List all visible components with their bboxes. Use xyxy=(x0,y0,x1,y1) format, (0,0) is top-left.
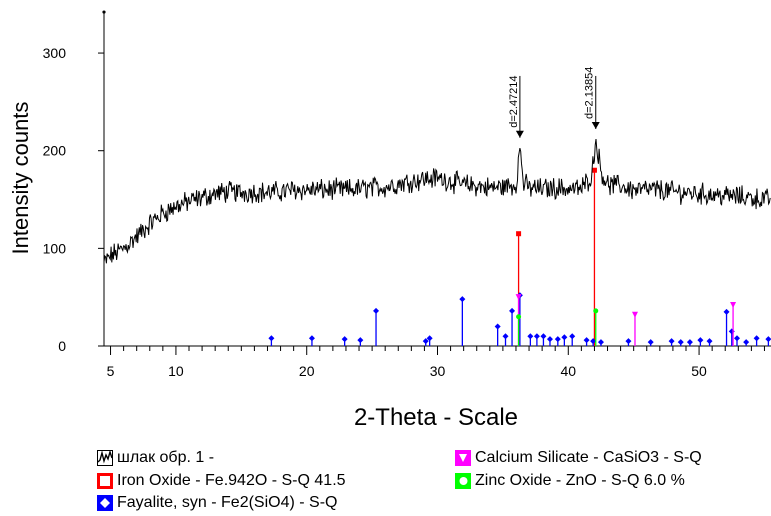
x-tick-label: 40 xyxy=(560,363,576,379)
y-tick-label: 0 xyxy=(58,338,66,354)
stick-marker xyxy=(268,335,275,342)
stick-marker xyxy=(697,337,704,344)
stick-marker xyxy=(516,314,522,320)
axes: 0 100 200 300 5 10 20 30 40 50 xyxy=(43,14,771,379)
stick-marker xyxy=(422,338,429,345)
stick-marker xyxy=(502,333,509,340)
stick-marker xyxy=(533,333,540,340)
stick-marker xyxy=(590,338,597,345)
reference-sticks xyxy=(268,167,771,346)
stick-marker xyxy=(733,335,740,342)
diffraction-pattern xyxy=(102,10,771,264)
stick-marker xyxy=(677,339,684,346)
stick-marker xyxy=(527,333,534,340)
peak-label: d=2.47214 xyxy=(508,75,520,127)
stick-marker xyxy=(686,339,693,346)
stick-marker xyxy=(459,296,466,303)
stick-marker xyxy=(753,335,760,342)
stick-marker xyxy=(308,335,315,342)
legend-label: Calcium Silicate - CaSiO3 - S-Q xyxy=(475,449,702,466)
stick-marker xyxy=(515,294,522,301)
stick-marker xyxy=(728,328,735,335)
stick-marker xyxy=(597,339,604,346)
green-circle-icon xyxy=(455,473,471,489)
stick-marker xyxy=(743,339,750,346)
stick-marker xyxy=(647,339,654,346)
x-tick-label: 50 xyxy=(691,363,707,379)
stick-marker xyxy=(426,335,433,342)
x-tick-label: 10 xyxy=(168,363,184,379)
x-tick-label: 30 xyxy=(430,363,446,379)
xrd-chart: 0 100 200 300 5 10 20 30 40 50 d=2.47214 d=2.13854… xyxy=(8,10,771,431)
y-tick-label: 300 xyxy=(43,45,67,61)
pattern-wave-icon xyxy=(97,449,113,466)
legend-item-iron-oxide: Iron Oxide - Fe.942O - S-Q 41.5 xyxy=(97,472,346,490)
stick-marker xyxy=(540,333,547,340)
x-axis-label: 2-Theta - Scale xyxy=(354,404,518,431)
legend-label: Fayalite, syn - Fe2(SiO4) - S-Q xyxy=(117,494,338,511)
y-axis-label: Intensity counts xyxy=(8,102,33,255)
stick-marker xyxy=(723,308,730,315)
stick-marker xyxy=(591,167,597,173)
legend-label: шлак обр. 1 - xyxy=(117,449,215,466)
stick-marker xyxy=(765,336,771,343)
legend-label: Iron Oxide - Fe.942O - S-Q 41.5 xyxy=(117,472,346,489)
legend-item-calcium-silicate: Calcium Silicate - CaSiO3 - S-Q xyxy=(455,449,702,467)
magenta-triangle-icon xyxy=(455,450,471,466)
stick-marker xyxy=(357,337,364,344)
pattern-start-point xyxy=(102,10,106,14)
peak-labels: d=2.47214 d=2.13854 xyxy=(508,67,600,138)
stick-marker xyxy=(341,336,348,343)
peak-arrow xyxy=(515,130,524,138)
stick-marker xyxy=(583,337,590,344)
blue-diamond-icon xyxy=(97,495,113,511)
x-tick-label: 20 xyxy=(299,363,315,379)
stick-marker xyxy=(730,301,737,308)
legend-item-pattern: шлак обр. 1 - xyxy=(97,449,214,467)
stick-marker xyxy=(668,338,675,345)
stick-marker xyxy=(509,307,516,314)
red-square-icon xyxy=(97,473,113,489)
stick-marker xyxy=(494,323,501,330)
stick-marker xyxy=(631,311,638,318)
stick-marker xyxy=(569,333,576,340)
pattern-line xyxy=(103,12,771,264)
stick-marker xyxy=(516,231,522,237)
legend-item-fayalite: Fayalite, syn - Fe2(SiO4) - S-Q xyxy=(97,494,338,512)
stick-marker xyxy=(561,334,568,341)
y-tick-label: 100 xyxy=(43,240,67,256)
y-tick-label: 200 xyxy=(43,143,67,159)
legend-label: Zinc Oxide - ZnO - S-Q 6.0 % xyxy=(475,472,685,489)
x-tick-label: 5 xyxy=(107,363,115,379)
stick-marker xyxy=(546,336,553,343)
peak-label: d=2.13854 xyxy=(584,67,596,119)
stick-marker xyxy=(554,336,561,343)
legend-item-zinc-oxide: Zinc Oxide - ZnO - S-Q 6.0 % xyxy=(455,472,685,490)
peak-arrow xyxy=(591,121,600,129)
stick-marker xyxy=(706,338,713,345)
stick-marker xyxy=(373,307,380,314)
stick-marker xyxy=(593,308,599,314)
stick-marker xyxy=(625,338,632,345)
